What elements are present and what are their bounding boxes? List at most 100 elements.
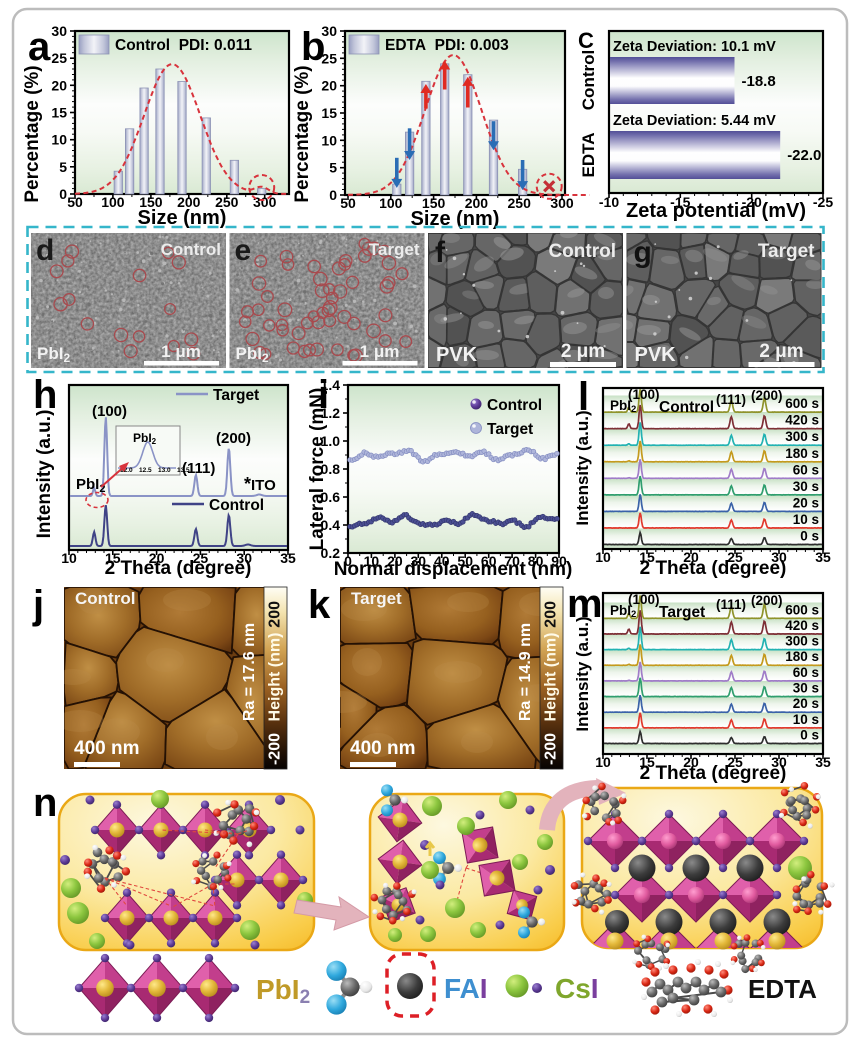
svg-text:Control: Control — [659, 399, 714, 416]
svg-text:CsI: CsI — [555, 973, 599, 1004]
svg-text:Percentage (%): Percentage (%) — [292, 65, 313, 202]
svg-text:2 Theta (degree): 2 Theta (degree) — [640, 558, 787, 579]
svg-text:Intensity (a.u.): Intensity (a.u.) — [34, 410, 55, 539]
svg-text:20: 20 — [321, 78, 337, 94]
svg-text:Height (nm): Height (nm) — [543, 633, 560, 722]
svg-text:Ra = 17.6 nm: Ra = 17.6 nm — [241, 623, 258, 721]
svg-text:2 μm: 2 μm — [561, 341, 605, 362]
svg-text:20: 20 — [51, 77, 67, 93]
svg-text:5: 5 — [329, 160, 337, 176]
svg-text:Normal displacement (nm): Normal displacement (nm) — [334, 559, 573, 580]
svg-text:Control: Control — [487, 397, 542, 414]
svg-text:g: g — [634, 236, 652, 269]
svg-text:*ITO: *ITO — [244, 474, 276, 494]
svg-text:(200): (200) — [751, 388, 783, 403]
svg-text:Zeta potential (mV): Zeta potential (mV) — [626, 200, 806, 222]
svg-text:2 Theta (degree): 2 Theta (degree) — [105, 558, 252, 579]
svg-text:EDTA PDI: 0.003: EDTA PDI: 0.003 — [385, 37, 509, 54]
svg-text:15: 15 — [51, 105, 67, 121]
svg-text:(100): (100) — [92, 403, 127, 420]
svg-text:35: 35 — [815, 549, 831, 565]
svg-text:180 s: 180 s — [785, 446, 819, 461]
svg-text:20 s: 20 s — [793, 495, 819, 510]
svg-text:10: 10 — [61, 550, 77, 566]
svg-text:20 s: 20 s — [793, 696, 819, 711]
svg-text:(200): (200) — [751, 593, 783, 608]
svg-text:300: 300 — [253, 194, 277, 210]
svg-text:Control: Control — [548, 241, 616, 262]
svg-text:Percentage (%): Percentage (%) — [22, 65, 43, 202]
svg-text:1 μm: 1 μm — [360, 342, 400, 361]
svg-text:b: b — [301, 25, 325, 69]
svg-text:10: 10 — [595, 549, 611, 565]
svg-text:600 s: 600 s — [785, 602, 819, 617]
svg-text:10: 10 — [51, 132, 67, 148]
svg-text:l: l — [578, 375, 589, 419]
svg-text:25: 25 — [51, 50, 67, 66]
svg-text:10 s: 10 s — [793, 712, 819, 727]
svg-text:1 μm: 1 μm — [161, 342, 201, 361]
svg-text:PbI2: PbI2 — [256, 974, 310, 1008]
svg-text:f: f — [435, 236, 446, 269]
svg-text:EDTA: EDTA — [579, 132, 598, 177]
svg-text:Intensity (a.u.): Intensity (a.u.) — [573, 616, 592, 731]
svg-text:0 s: 0 s — [800, 529, 819, 544]
svg-text:600 s: 600 s — [785, 396, 819, 411]
svg-text:10 s: 10 s — [793, 512, 819, 527]
svg-text:k: k — [308, 583, 331, 627]
svg-text:Control: Control — [161, 240, 221, 259]
svg-text:200: 200 — [267, 601, 284, 628]
svg-text:Control PDI: 0.011: Control PDI: 0.011 — [115, 37, 252, 54]
svg-text:PVK: PVK — [436, 344, 478, 366]
svg-text:60 s: 60 s — [793, 462, 819, 477]
svg-text:10: 10 — [321, 132, 337, 148]
svg-text:0: 0 — [329, 187, 337, 203]
svg-text:FAI: FAI — [444, 973, 488, 1004]
svg-text:Target: Target — [487, 421, 533, 438]
svg-text:Target: Target — [659, 604, 705, 621]
svg-text:35: 35 — [280, 550, 296, 566]
svg-text:300 s: 300 s — [785, 634, 819, 649]
svg-text:300: 300 — [550, 195, 574, 211]
svg-text:a: a — [28, 25, 51, 69]
svg-text:e: e — [235, 234, 252, 267]
svg-text:Target: Target — [213, 387, 259, 404]
svg-text:60 s: 60 s — [793, 665, 819, 680]
svg-text:Control: Control — [75, 589, 135, 608]
svg-text:50: 50 — [340, 195, 356, 211]
svg-text:Height (nm): Height (nm) — [267, 633, 284, 722]
svg-text:-18.8: -18.8 — [742, 73, 776, 90]
svg-text:h: h — [33, 373, 57, 417]
svg-text:50: 50 — [67, 194, 83, 210]
svg-text:35: 35 — [815, 754, 831, 770]
svg-text:180 s: 180 s — [785, 649, 819, 664]
svg-text:2 μm: 2 μm — [759, 341, 803, 362]
svg-text:Target: Target — [351, 589, 402, 608]
svg-text:12.5: 12.5 — [139, 467, 152, 474]
svg-text:Ra = 14.9 nm: Ra = 14.9 nm — [517, 623, 534, 721]
svg-text:(100): (100) — [628, 592, 660, 607]
svg-text:300 s: 300 s — [785, 429, 819, 444]
svg-text:-22.0: -22.0 — [787, 147, 821, 164]
svg-text:PVK: PVK — [635, 344, 677, 366]
svg-text:-25: -25 — [813, 194, 833, 210]
svg-text:-200: -200 — [543, 733, 560, 765]
svg-text:Zeta Deviation: 5.44 mV: Zeta Deviation: 5.44 mV — [613, 113, 776, 129]
svg-text:0 s: 0 s — [800, 728, 819, 743]
svg-text:Control: Control — [209, 497, 264, 514]
svg-text:10: 10 — [595, 754, 611, 770]
svg-text:Zeta Deviation: 10.1 mV: Zeta Deviation: 10.1 mV — [613, 39, 776, 55]
svg-text:-200: -200 — [267, 733, 284, 765]
svg-text:(200): (200) — [216, 430, 251, 447]
svg-text:420 s: 420 s — [785, 618, 819, 633]
svg-text:400 nm: 400 nm — [350, 738, 415, 759]
svg-text:(111): (111) — [716, 597, 746, 612]
svg-text:j: j — [32, 583, 44, 627]
svg-text:Intensity (a.u.): Intensity (a.u.) — [573, 410, 592, 525]
svg-text:100: 100 — [379, 195, 403, 211]
svg-text:5: 5 — [59, 159, 67, 175]
svg-text:13.5: 13.5 — [177, 467, 190, 474]
svg-text:m: m — [567, 582, 603, 626]
svg-text:2 Theta (degree): 2 Theta (degree) — [640, 763, 787, 784]
svg-text:Control: Control — [579, 50, 598, 110]
